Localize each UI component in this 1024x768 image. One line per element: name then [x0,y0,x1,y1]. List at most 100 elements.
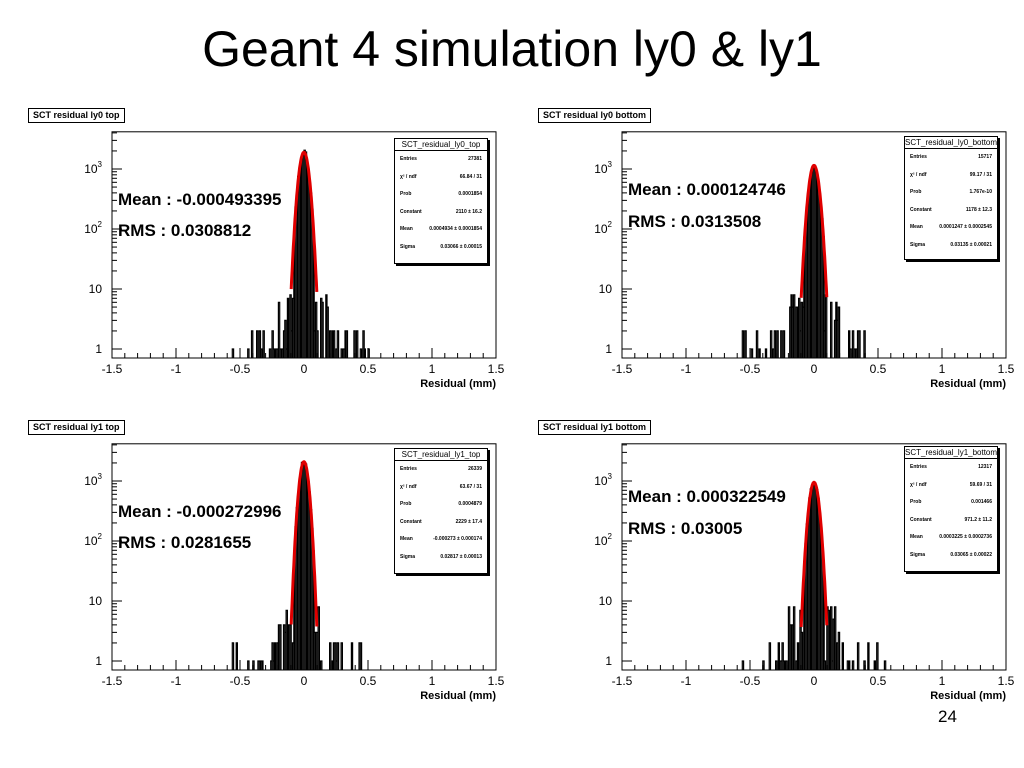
mean-annotation: Mean : 0.000322549 [628,487,786,506]
stats-row-entries: Entries 27381 [395,151,487,169]
stats-row-constant: Constant 971.2 ± 11.2 [905,512,997,530]
rms-annotation: RMS : 0.0308812 [118,221,252,240]
stats-label: Constant [910,206,932,213]
stats-value: 0.0001854 [458,191,482,197]
stats-label: Entries [910,464,927,470]
y-tick-label: 102 [84,220,102,236]
histogram-plot: -1.5 -1 -0.5 0 0.5 1 1.5 Residual (mm) 1 10 102 103 [594,131,1015,390]
x-tick-label: 0 [811,674,818,688]
histogram-plot: -1.5 -1 -0.5 0 0.5 1 1.5 Residual (mm) 1 10 102 103 [84,443,505,702]
stats-value: 59.69 / 31 [969,481,992,488]
stats-label: Prob [910,189,922,195]
stats-row-chi2: χ² / ndf 63.67 / 31 [395,479,487,497]
stats-value: 0.02817 ± 0.00013 [440,553,482,560]
x-tick-label: -1 [171,362,182,376]
rms-annotation: RMS : 0.03005 [628,519,743,538]
x-tick-label: -1 [171,674,182,688]
x-tick-label: 0.5 [870,674,887,688]
y-tick-label: 10 [89,594,103,608]
y-tick-label: 10 [599,282,613,296]
x-axis-label: Residual (mm) [930,690,1006,702]
x-tick-label: -1.5 [102,674,123,688]
slide-title: Geant 4 simulation ly0 & ly1 [202,21,822,77]
stats-value: 63.67 / 31 [459,483,482,490]
stats-value: 0.03065 ± 0.00022 [950,551,992,558]
stats-label: χ² / ndf [910,171,927,178]
y-tick-label: 103 [84,160,102,176]
y-tick-label: 103 [84,472,102,488]
stats-value: 0.0003225 ± 0.0002736 [939,534,992,540]
y-tick-label: 1 [95,654,102,668]
stats-value: -0.000273 ± 0.000174 [433,536,482,542]
stats-label: Prob [400,501,412,507]
stats-value: 1178 ± 12.3 [965,206,992,213]
histogram-bars [231,149,370,358]
page-number: 24 [938,707,957,726]
histogram-bars [741,482,887,670]
stats-label: χ² / ndf [400,483,417,490]
gaussian-fit-curve [289,150,319,292]
y-tick-label: 1 [605,654,612,668]
x-tick-label: 1 [939,674,946,688]
stats-row-mean: Mean 0.0003225 ± 0.0002736 [905,529,997,547]
stats-value: 2229 ± 17.4 [455,518,482,525]
stats-label: Mean [910,224,923,230]
stats-value: 1.767e-10 [969,189,992,195]
x-tick-label: 0.5 [360,362,377,376]
y-tick-label: 102 [594,532,612,548]
x-tick-label: 1.5 [488,674,505,688]
stats-label: Constant [400,518,422,525]
stats-value: 99.17 / 31 [969,171,992,178]
stats-label: Sigma [400,243,416,250]
stats-box-name: SCT_residual_ly0_bottom [905,138,997,149]
stats-value: 26339 [468,466,482,472]
stats-box-name: SCT_residual_ly1_top [395,449,487,461]
x-tick-label: -0.5 [230,674,251,688]
mean-annotation: Mean : 0.000124746 [628,180,786,199]
stats-row-sigma: Sigma 0.03065 ± 0.00022 [905,547,997,565]
stats-row-entries: Entries 12317 [905,459,997,477]
stats-value: 0.03066 ± 0.00015 [440,243,482,250]
stats-row-mean: Mean -0.000273 ± 0.000174 [395,531,487,549]
stats-value: 0.001466 [971,499,992,505]
x-tick-label: 1 [429,674,436,688]
panel-title: SCT residual ly1 top [28,420,125,435]
y-tick-label: 102 [84,532,102,548]
stats-value: 15717 [978,154,992,160]
x-axis-label: Residual (mm) [930,378,1006,390]
x-tick-label: 1.5 [998,362,1015,376]
stats-label: Entries [400,156,417,162]
stats-box: SCT_residual_ly0_bottom Entries 15717 χ² … [904,136,998,260]
stats-row-prob: Prob 1.767e-10 [905,184,997,202]
stats-label: Mean [400,536,413,542]
stats-row-mean: Mean 0.0001247 ± 0.0002545 [905,219,997,237]
stats-row-constant: Constant 2110 ± 16.2 [395,204,487,222]
stats-value: 0.03135 ± 0.00021 [950,241,992,248]
stats-row-sigma: Sigma 0.02817 ± 0.00013 [395,549,487,567]
stats-label: Prob [910,499,922,505]
x-tick-label: 1 [429,362,436,376]
gaussian-fit-curve [289,460,319,627]
stats-label: χ² / ndf [400,173,417,180]
stats-value: 2110 ± 16.2 [455,208,482,215]
stats-label: Sigma [910,551,926,558]
panel-title: SCT residual ly1 bottom [538,420,652,435]
x-tick-label: -1.5 [612,362,633,376]
x-axis-label: Residual (mm) [420,378,496,390]
stats-value: 0.0001247 ± 0.0002545 [939,224,992,230]
y-tick-label: 1 [605,342,612,356]
y-tick-label: 1 [95,342,102,356]
histogram-plot: -1.5 -1 -0.5 0 0.5 1 1.5 Residual (mm) 1 10 102 103 [594,443,1015,702]
panel-title: SCT residual ly0 top [28,108,125,123]
x-tick-label: 0 [301,674,308,688]
mean-annotation: Mean : -0.000493395 [118,190,282,209]
stats-row-prob: Prob 0.0004879 [395,496,487,514]
stats-label: Sigma [400,553,416,560]
stats-box: SCT_residual_ly0_top Entries 27381 χ² / n… [394,138,488,264]
stats-label: Entries [400,466,417,472]
stats-value: 66.84 / 31 [459,173,482,180]
x-tick-label: 0 [811,362,818,376]
stats-row-chi2: χ² / ndf 99.17 / 31 [905,167,997,185]
stats-value: 27381 [468,156,482,162]
stats-row-constant: Constant 2229 ± 17.4 [395,514,487,532]
